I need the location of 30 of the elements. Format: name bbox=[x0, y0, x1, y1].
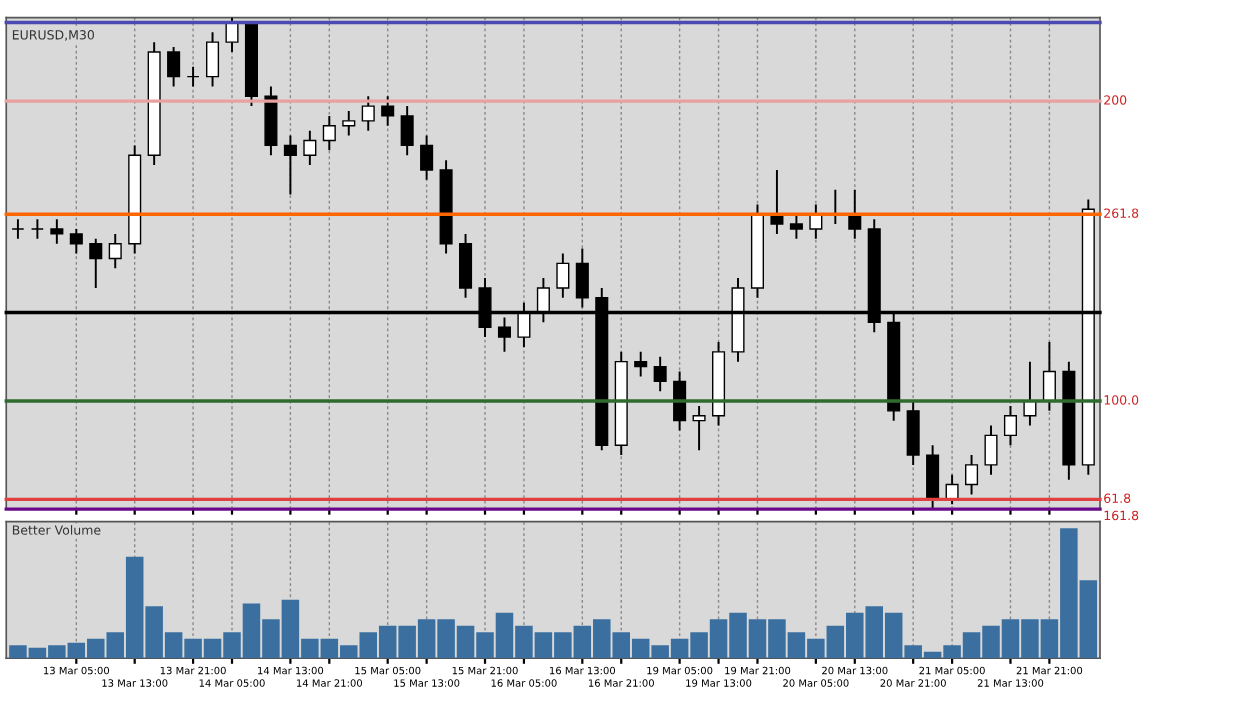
candlestick bbox=[283, 134, 297, 196]
candlestick bbox=[167, 46, 181, 88]
candlestick bbox=[459, 232, 473, 299]
candlestick bbox=[303, 129, 317, 167]
candlestick bbox=[30, 218, 44, 240]
candlestick bbox=[984, 424, 998, 476]
candlestick bbox=[89, 237, 103, 289]
candlestick bbox=[634, 350, 648, 378]
candlestick bbox=[361, 95, 375, 132]
candlestick bbox=[69, 227, 83, 255]
candlestick bbox=[400, 105, 414, 157]
candlestick bbox=[692, 404, 706, 452]
candlestick bbox=[225, 17, 239, 53]
candlestick bbox=[1042, 341, 1056, 412]
candlestick bbox=[206, 31, 220, 88]
candlestick bbox=[322, 114, 336, 152]
candlestick bbox=[186, 65, 200, 88]
candlestick bbox=[108, 232, 122, 270]
candlestick bbox=[11, 218, 25, 240]
candlestick bbox=[50, 218, 64, 245]
candlestick bbox=[342, 110, 356, 137]
candlestick bbox=[789, 213, 803, 240]
candlestick bbox=[906, 400, 920, 466]
candlestick bbox=[556, 252, 570, 299]
candlestick bbox=[926, 444, 940, 510]
candlestick bbox=[381, 95, 395, 127]
candlestick bbox=[965, 454, 979, 496]
candlestick bbox=[1003, 404, 1018, 447]
candlestick bbox=[653, 355, 667, 393]
candlestick bbox=[420, 134, 434, 181]
